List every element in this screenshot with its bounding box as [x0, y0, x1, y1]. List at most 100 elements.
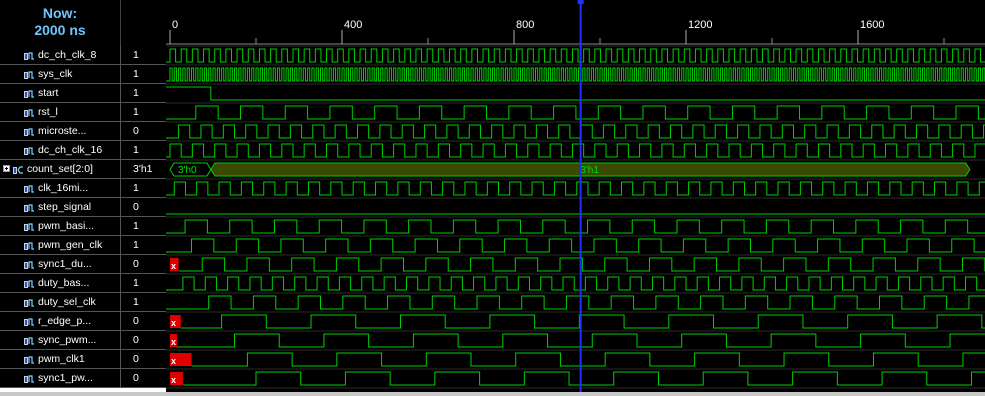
time-cursor-handle	[577, 0, 584, 4]
signal-name-cell[interactable]: dc_ch_clk_8	[0, 46, 120, 65]
signal-name-cell[interactable]: step_signal	[0, 198, 120, 217]
signal-row[interactable]: pwm_gen_clk 1	[0, 236, 166, 255]
signal-row[interactable]: pwm_clk1 0	[0, 350, 166, 369]
signal-icon	[24, 201, 35, 213]
signal-name-cell[interactable]: rst_l	[0, 103, 120, 122]
signal-row[interactable]: sys_clk 1	[0, 65, 166, 84]
signal-row[interactable]: sync1_pw... 0	[0, 369, 166, 388]
signal-row[interactable]: rst_l 1	[0, 103, 166, 122]
signal-value: 1	[120, 274, 166, 293]
signal-name-cell[interactable]: clk_16mi...	[0, 179, 120, 198]
signal-waveform	[166, 105, 985, 120]
signal-name-cell[interactable]: microste...	[0, 122, 120, 141]
signal-value: 0	[120, 122, 166, 141]
signal-icon	[24, 277, 35, 289]
horizontal-scrollbar[interactable]	[0, 392, 985, 396]
signal-icon	[24, 315, 35, 327]
signal-value: 0	[120, 198, 166, 217]
signal-row[interactable]: clk_16mi... 1	[0, 179, 166, 198]
signal-name: sys_clk	[38, 68, 73, 80]
unknown-value-marker	[170, 334, 177, 347]
bus-segment-label: 3'h0	[178, 165, 197, 176]
signal-icon	[24, 106, 35, 118]
bus-icon	[13, 163, 24, 175]
signal-name: rst_l	[38, 106, 58, 118]
signal-icon	[24, 296, 35, 308]
signal-name: microste...	[38, 125, 87, 137]
unknown-value-marker	[170, 372, 183, 385]
signal-icon	[24, 220, 35, 232]
signal-name-cell[interactable]: duty_sel_clk	[0, 293, 120, 312]
signal-name-cell[interactable]: sys_clk	[0, 65, 120, 84]
signal-waveform	[191, 352, 985, 367]
signal-name-cell[interactable]: count_set[2:0]	[0, 160, 120, 179]
signal-name: sync_pwm...	[38, 334, 97, 346]
signal-name-cell[interactable]: pwm_basi...	[0, 217, 120, 236]
signal-waveform	[166, 295, 985, 310]
value-column-header	[120, 0, 166, 46]
signal-name-cell[interactable]: dc_ch_clk_16	[0, 141, 120, 160]
signal-name-cell[interactable]: sync1_du...	[0, 255, 120, 274]
timeline-tick-label: 800	[516, 19, 534, 31]
signal-icon	[24, 239, 35, 251]
signal-waveform	[166, 181, 985, 196]
signal-icon	[24, 68, 35, 80]
signal-name-cell[interactable]: r_edge_p...	[0, 312, 120, 331]
signal-row[interactable]: microste... 0	[0, 122, 166, 141]
signal-name: pwm_basi...	[38, 220, 95, 232]
signal-value: 0	[120, 331, 166, 350]
signal-value: 0	[120, 312, 166, 331]
signal-row[interactable]: duty_sel_clk 1	[0, 293, 166, 312]
signal-name-cell[interactable]: pwm_gen_clk	[0, 236, 120, 255]
timeline-tick-label: 1600	[860, 19, 884, 31]
signal-row[interactable]: dc_ch_clk_16 1	[0, 141, 166, 160]
signal-name: r_edge_p...	[38, 315, 92, 327]
signal-row[interactable]: pwm_basi... 1	[0, 217, 166, 236]
signal-name: clk_16mi...	[38, 182, 89, 194]
signal-icon	[24, 144, 35, 156]
signal-name-cell[interactable]: start	[0, 84, 120, 103]
signal-value: 1	[120, 84, 166, 103]
signal-row[interactable]: r_edge_p... 0	[0, 312, 166, 331]
unknown-value-marker	[170, 353, 192, 366]
signal-name-cell[interactable]: pwm_clk1	[0, 350, 120, 369]
signal-name: pwm_clk1	[38, 353, 85, 365]
signal-icon	[24, 87, 35, 99]
signal-waveform	[166, 276, 985, 291]
timeline-tick-label: 400	[344, 19, 362, 31]
signal-value: 0	[120, 350, 166, 369]
signal-waveform	[166, 238, 985, 253]
signal-value: 1	[120, 65, 166, 84]
signal-name-cell[interactable]: duty_bas...	[0, 274, 120, 293]
signal-row[interactable]: step_signal 0	[0, 198, 166, 217]
signal-name: step_signal	[38, 201, 92, 213]
signal-waveform	[182, 371, 985, 386]
unknown-value-label: x	[171, 337, 176, 347]
unknown-value-marker	[170, 258, 179, 271]
signal-value: 1	[120, 141, 166, 160]
signal-row[interactable]: count_set[2:0] 3'h1	[0, 160, 166, 179]
signal-name: dc_ch_clk_16	[38, 144, 103, 156]
timeline-tick-label: 0	[172, 19, 178, 31]
now-label: Now:	[42, 5, 78, 21]
signal-row[interactable]: sync1_du... 0	[0, 255, 166, 274]
waveform-area[interactable]: 0 400 800 1200 1600 3'h0 3'h1 x x x x x	[166, 0, 985, 396]
signal-value: 1	[120, 293, 166, 312]
signal-row[interactable]: start 1	[0, 84, 166, 103]
expand-bus-icon[interactable]	[3, 165, 10, 172]
signal-row[interactable]: duty_bas... 1	[0, 274, 166, 293]
signal-waveform	[166, 67, 985, 82]
signal-name-cell[interactable]: sync1_pw...	[0, 369, 120, 388]
signal-waveform	[166, 219, 985, 234]
signal-icon	[24, 353, 35, 365]
signal-row[interactable]: dc_ch_clk_8 1	[0, 46, 166, 65]
unknown-value-marker	[170, 315, 181, 328]
signal-row[interactable]: sync_pwm... 0	[0, 331, 166, 350]
signal-name-cell[interactable]: sync_pwm...	[0, 331, 120, 350]
signal-name: sync1_pw...	[38, 372, 93, 384]
signal-waveform	[166, 86, 985, 101]
signal-icon	[24, 334, 35, 346]
signal-value: 1	[120, 217, 166, 236]
